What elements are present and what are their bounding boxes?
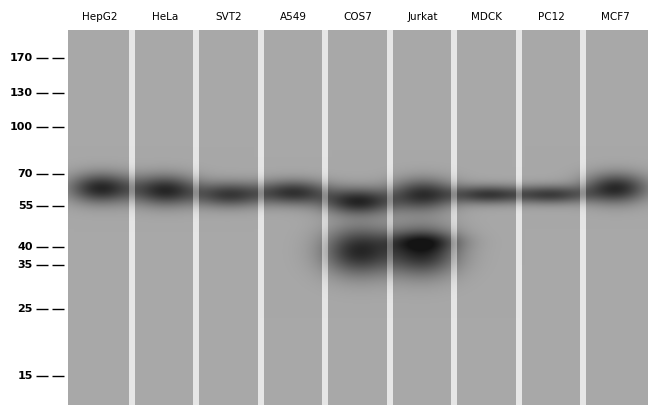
Text: 15: 15 — [18, 371, 33, 381]
Text: 35: 35 — [18, 260, 33, 270]
Text: MCF7: MCF7 — [601, 12, 630, 22]
Text: Jurkat: Jurkat — [407, 12, 437, 22]
Text: A549: A549 — [280, 12, 307, 22]
Text: 25: 25 — [18, 304, 33, 314]
Text: COS7: COS7 — [344, 12, 372, 22]
Text: 100: 100 — [10, 122, 33, 132]
Text: 70: 70 — [18, 169, 33, 179]
Text: 130: 130 — [10, 88, 33, 98]
Text: HeLa: HeLa — [151, 12, 178, 22]
Text: MDCK: MDCK — [471, 12, 502, 22]
Text: 170: 170 — [10, 53, 33, 63]
Text: HepG2: HepG2 — [83, 12, 118, 22]
Text: 55: 55 — [18, 201, 33, 211]
Text: 40: 40 — [18, 242, 33, 252]
Text: SVT2: SVT2 — [216, 12, 242, 22]
Text: PC12: PC12 — [538, 12, 565, 22]
